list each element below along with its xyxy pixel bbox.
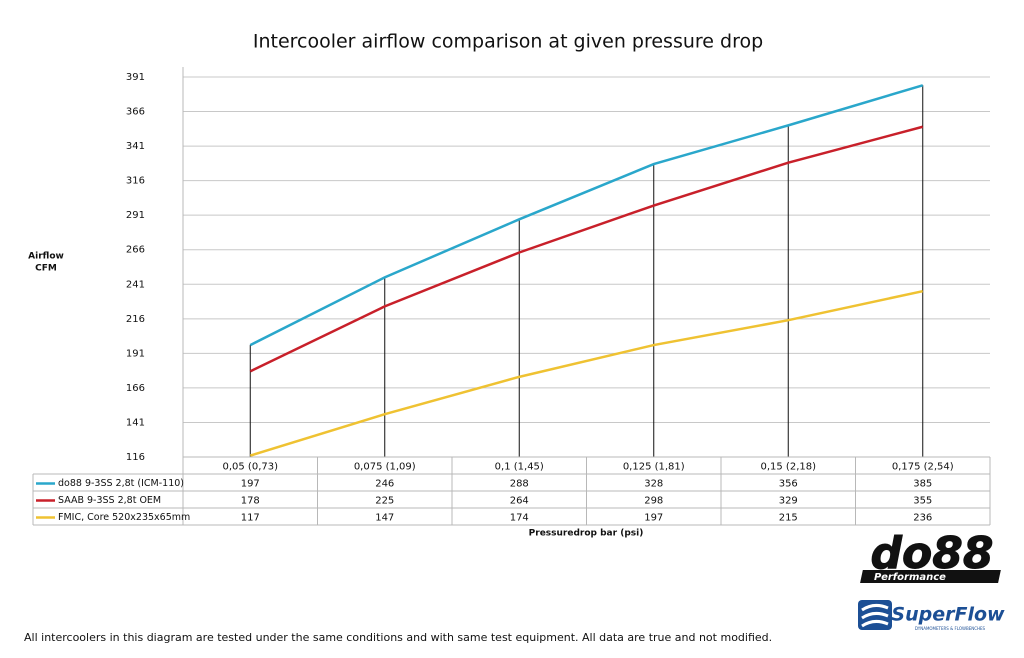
table-value: 236 <box>913 513 932 524</box>
y-tick-label: 391 <box>126 72 145 83</box>
y-tick-label: 366 <box>126 107 145 118</box>
table-value: 225 <box>375 496 394 507</box>
do88-logo: do88 Performance <box>860 528 1001 583</box>
x-tick-label: 0,15 (2,18) <box>760 462 816 473</box>
legend-label: do88 9-3SS 2,8t (ICM-110) <box>58 478 184 489</box>
series-line <box>249 289 924 457</box>
y-tick-label: 316 <box>126 176 145 187</box>
table-value: 356 <box>779 479 798 490</box>
y-tick-label: 241 <box>126 279 145 290</box>
table-value: 197 <box>241 479 260 490</box>
x-tick-label: 0,125 (1,81) <box>623 462 685 473</box>
table-value: 288 <box>510 479 529 490</box>
table-value: 178 <box>241 496 260 507</box>
x-tick-label: 0,05 (0,73) <box>222 462 278 473</box>
logo-text: SuperFlow <box>891 604 1005 626</box>
x-tick-label: 0,075 (1,09) <box>354 462 416 473</box>
x-tick-label: 0,1 (1,45) <box>495 462 544 473</box>
table-value: 215 <box>779 513 798 524</box>
y-tick-label: 166 <box>126 383 145 394</box>
table-value: 174 <box>510 513 529 524</box>
logo-bar <box>860 570 1001 583</box>
table-value: 147 <box>375 513 394 524</box>
legend-label: FMIC, Core 520x235x65mm <box>58 512 190 523</box>
table-value: 328 <box>644 479 663 490</box>
y-axis-label: Airflow <box>28 252 64 262</box>
y-axis-label: CFM <box>35 264 57 274</box>
legend-label: SAAB 9-3SS 2,8t OEM <box>58 495 161 506</box>
table-value: 117 <box>241 513 260 524</box>
logo-text: Performance <box>874 572 946 583</box>
footnote: All intercoolers in this diagram are tes… <box>24 631 772 644</box>
table-value: 246 <box>375 479 394 490</box>
superflow-logo: SuperFlow DYNAMOMETERS & FLOWBENCHES <box>858 600 1005 631</box>
table-value: 385 <box>913 479 932 490</box>
y-tick-label: 116 <box>126 452 145 463</box>
logo-text: DYNAMOMETERS & FLOWBENCHES <box>915 626 986 631</box>
y-tick-label: 216 <box>126 314 145 325</box>
y-tick-label: 291 <box>126 210 145 221</box>
table-value: 197 <box>644 513 663 524</box>
y-tick-label: 341 <box>126 141 145 152</box>
x-axis-label: Pressuredrop bar (psi) <box>529 529 644 539</box>
y-tick-label: 141 <box>126 417 145 428</box>
table-value: 329 <box>779 496 798 507</box>
y-tick-label: 266 <box>126 245 145 256</box>
series-line <box>249 84 924 347</box>
table-value: 355 <box>913 496 932 507</box>
chart-title: Intercooler airflow comparison at given … <box>253 31 763 53</box>
y-tick-label: 191 <box>126 348 145 359</box>
x-tick-label: 0,175 (2,54) <box>892 462 954 473</box>
table-value: 298 <box>644 496 663 507</box>
table-value: 264 <box>510 496 529 507</box>
logo-icon <box>861 603 889 628</box>
series-line <box>249 125 924 373</box>
